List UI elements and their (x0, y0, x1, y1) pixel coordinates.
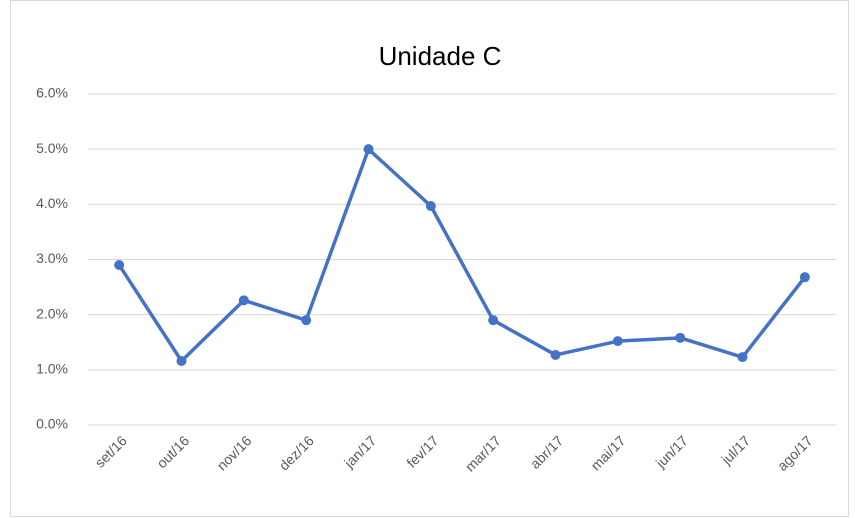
marker (675, 332, 686, 343)
marker (176, 356, 187, 367)
marker (612, 336, 623, 347)
y-tick-label: 6.0% (36, 85, 68, 101)
chart-title: Unidade C (379, 41, 502, 71)
marker (488, 315, 499, 326)
marker (799, 272, 810, 283)
y-tick-label: 0.0% (36, 416, 68, 432)
y-tick-label: 4.0% (36, 195, 68, 211)
y-tick-label: 1.0% (36, 361, 68, 377)
chart-border (10, 0, 849, 517)
y-tick-label: 2.0% (36, 305, 68, 321)
y-tick-label: 3.0% (36, 250, 68, 266)
marker (363, 144, 374, 155)
marker (550, 349, 561, 360)
y-tick-label: 5.0% (36, 140, 68, 156)
marker (301, 315, 312, 326)
marker (425, 200, 436, 211)
line (117, 147, 807, 363)
marker (238, 295, 249, 306)
marker (114, 260, 125, 271)
marker (737, 352, 748, 363)
